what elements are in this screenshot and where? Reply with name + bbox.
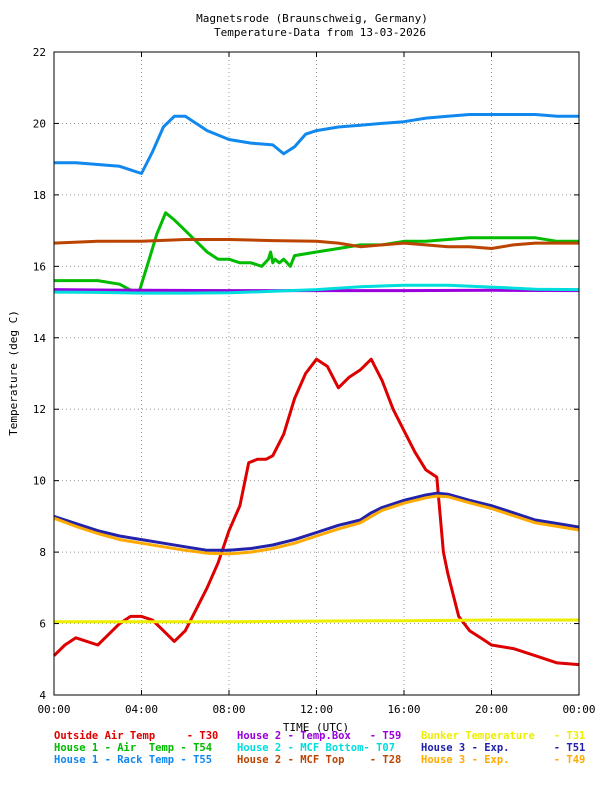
x-axis-ticks: 00:00 04:00 08:00 12:00 16:00 20:00 00:00 <box>37 52 596 716</box>
x-tick-label: 20:00 <box>475 703 508 716</box>
x-axis-label: TIME (UTC) <box>283 721 349 734</box>
y-tick-label: 20 <box>33 117 46 130</box>
chart-subtitle: Temperature-Data from 13-03-2026 <box>214 26 426 39</box>
y-tick-label: 22 <box>33 46 46 59</box>
grid-lines <box>54 52 579 695</box>
legend-entry: House 1 - Air Temp - T54 <box>54 742 212 754</box>
series-1-line <box>52 357 580 667</box>
series-6-line <box>53 238 579 250</box>
legend-entry: Bunker Temperature - T31 <box>421 730 585 742</box>
legend-entry: House 2 - MCF Bottom- T07 <box>237 742 395 754</box>
legend-entry: House 2 - MCF Top - T28 <box>237 754 401 766</box>
y-tick-label: 8 <box>39 546 46 559</box>
x-tick-label: 00:00 <box>37 703 70 716</box>
legend-entry: House 3 - Exp. - T49 <box>421 754 585 766</box>
series-9-line <box>53 494 580 556</box>
series-7-line <box>54 618 579 624</box>
y-tick-label: 18 <box>33 189 46 202</box>
chart-title: Magnetsrode (Braunschweig, Germany) <box>196 12 428 25</box>
legend-entry: House 3 - Exp. - T51 <box>421 742 585 754</box>
series-5-line <box>53 283 580 295</box>
x-tick-label: 08:00 <box>212 703 245 716</box>
series-layer <box>52 113 580 667</box>
series-8-line <box>53 491 580 552</box>
y-tick-label: 6 <box>39 618 46 631</box>
series-3-line <box>54 113 579 175</box>
series-2-line <box>54 211 579 293</box>
y-tick-label: 10 <box>33 475 46 488</box>
y-tick-label: 14 <box>33 332 47 345</box>
y-axis-ticks: 4 6 8 10 12 14 16 18 20 22 <box>33 46 579 702</box>
legend-entry: House 1 - Rack Temp - T55 <box>54 754 212 766</box>
y-tick-label: 16 <box>33 260 46 273</box>
y-axis-label: Temperature (deg C) <box>7 310 20 436</box>
y-tick-label: 12 <box>33 403 46 416</box>
x-tick-label: 00:00 <box>562 703 595 716</box>
y-tick-label: 4 <box>39 689 46 702</box>
x-tick-label: 04:00 <box>125 703 158 716</box>
x-tick-label: 16:00 <box>387 703 420 716</box>
legend-entry: House 2 - Temp.Box - T59 <box>237 730 401 742</box>
legend-entry: Outside Air Temp - T30 <box>54 730 218 742</box>
x-tick-label: 12:00 <box>300 703 333 716</box>
